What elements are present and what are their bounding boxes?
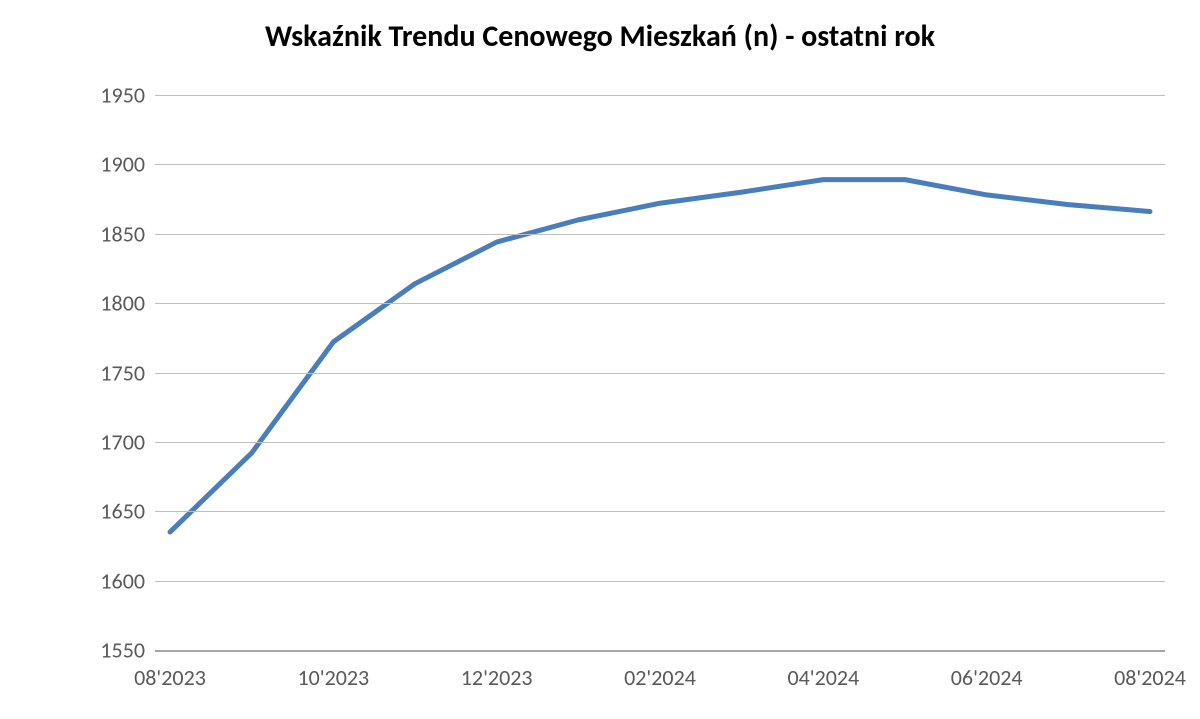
x-tick-label: 12'2023 [461, 664, 533, 691]
gridline [155, 511, 1165, 512]
gridline [155, 164, 1165, 165]
x-tick-label: 02'2024 [624, 664, 696, 691]
gridline [155, 234, 1165, 235]
y-tick-label: 1700 [65, 428, 145, 455]
y-tick-label: 1600 [65, 567, 145, 594]
y-tick-label: 1850 [65, 220, 145, 247]
y-tick-label: 1650 [65, 498, 145, 525]
x-tick-label: 06'2024 [951, 664, 1023, 691]
x-tick-label: 08'2024 [1114, 664, 1186, 691]
x-tick-label: 10'2023 [297, 664, 369, 691]
y-tick-label: 1950 [65, 82, 145, 109]
gridline [155, 95, 1165, 96]
line-series [170, 180, 1150, 532]
y-tick-label: 1550 [65, 637, 145, 664]
gridline [155, 373, 1165, 374]
gridline [155, 303, 1165, 304]
y-tick-label: 1800 [65, 290, 145, 317]
gridline [155, 581, 1165, 582]
plot-area [155, 95, 1165, 652]
y-tick-label: 1900 [65, 151, 145, 178]
chart-container: Wskaźnik Trendu Cenowego Mieszkań (n) - … [0, 0, 1200, 719]
chart-title: Wskaźnik Trendu Cenowego Mieszkań (n) - … [0, 18, 1200, 55]
gridline [155, 442, 1165, 443]
x-tick-label: 04'2024 [787, 664, 859, 691]
y-tick-label: 1750 [65, 359, 145, 386]
x-tick-label: 08'2023 [134, 664, 206, 691]
